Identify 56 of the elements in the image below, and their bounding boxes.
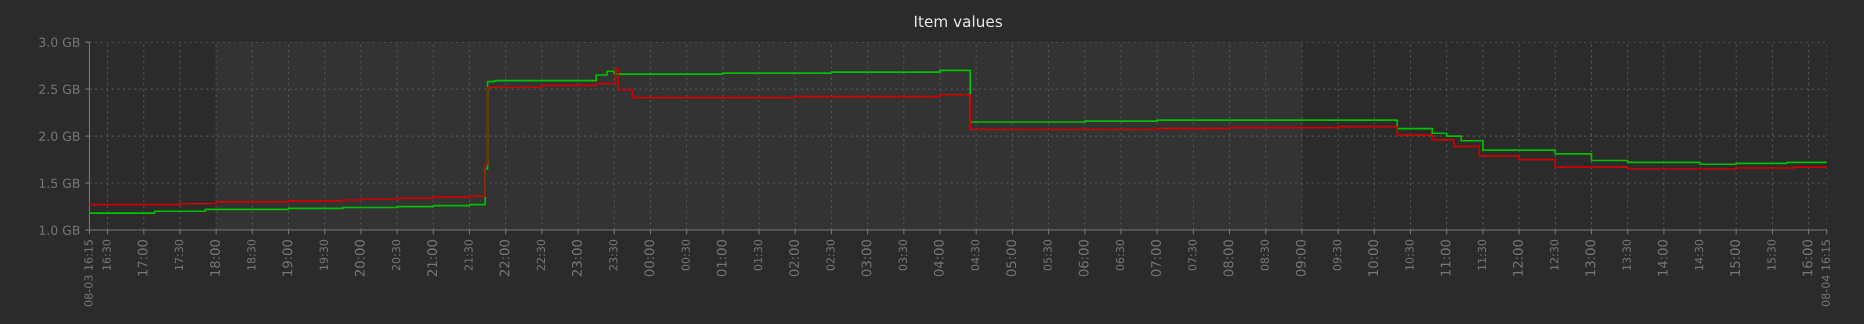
x-tick-label: 13:30 <box>1622 239 1631 270</box>
x-tick-label: 08-04 16:15 <box>1821 240 1830 307</box>
x-tick-label: 23:00 <box>571 239 582 277</box>
x-tick-label: 16:30 <box>102 239 111 270</box>
x-tick-label: 21:30 <box>464 239 473 271</box>
x-tick-label: 06:00 <box>1078 239 1089 277</box>
x-tick-label: 19:00 <box>282 239 293 276</box>
x-tick-label: 18:00 <box>209 239 220 276</box>
x-tick-label: 10:00 <box>1368 239 1379 276</box>
x-tick-label: 00:30 <box>681 239 690 271</box>
y-tick-label: 2.5 GB <box>39 84 80 95</box>
x-tick-label: 23:30 <box>609 239 618 271</box>
x-tick-label: 08:00 <box>1223 239 1234 277</box>
x-tick-label: 12:00 <box>1512 239 1523 276</box>
x-tick-label: 08-03 16:15 <box>84 240 93 307</box>
x-tick-label: 15:30 <box>1767 239 1776 270</box>
y-tick-label: 1.5 GB <box>39 178 80 188</box>
x-tick-label: 17:00 <box>137 239 148 276</box>
y-tick-label: 1.0 GB <box>39 225 80 235</box>
x-tick-label: 04:30 <box>971 239 980 271</box>
x-tick-label: 15:00 <box>1730 239 1741 276</box>
x-tick-label: 04:00 <box>933 239 944 277</box>
x-tick-label: 01:00 <box>716 239 727 277</box>
x-tick-label: 02:30 <box>826 239 835 271</box>
x-tick-label: 02:00 <box>789 239 800 277</box>
x-tick-label: 20:00 <box>354 239 365 277</box>
x-tick-label: 03:30 <box>898 239 908 271</box>
x-tick-label: 21:00 <box>427 239 438 277</box>
x-tick-label: 07:00 <box>1151 239 1161 277</box>
x-tick-label: 01:30 <box>753 239 763 271</box>
y-tick-label: 2.0 GB <box>39 131 80 142</box>
x-tick-label: 10:30 <box>1405 239 1414 270</box>
y-tick-label: 3.0 GB <box>39 37 80 48</box>
x-tick-label: 14:30 <box>1694 239 1704 270</box>
x-tick-label: 11:30 <box>1477 239 1487 270</box>
x-tick-label: 06:30 <box>1115 239 1125 271</box>
x-tick-label: 16:00 <box>1802 239 1813 276</box>
x-tick-label: 12:30 <box>1550 239 1559 270</box>
x-tick-label: 18:30 <box>247 239 256 270</box>
x-tick-label: 22:30 <box>536 239 546 271</box>
x-tick-label: 11:00 <box>1440 239 1451 276</box>
x-tick-label: 07:30 <box>1188 239 1197 271</box>
x-tick-label: 05:00 <box>1006 239 1017 277</box>
x-tick-label: 17:30 <box>174 239 184 270</box>
x-tick-label: 09:00 <box>1295 239 1306 277</box>
x-tick-label: 19:30 <box>319 239 328 270</box>
x-tick-label: 00:00 <box>644 239 655 277</box>
chart-title: Item values <box>914 15 1003 28</box>
x-tick-label: 13:00 <box>1585 239 1596 276</box>
x-tick-label: 14:00 <box>1657 239 1668 276</box>
x-tick-label: 03:00 <box>861 239 872 277</box>
x-tick-label: 08:30 <box>1260 239 1269 271</box>
x-tick-label: 22:00 <box>499 239 510 277</box>
x-tick-label: 05:30 <box>1043 239 1052 271</box>
x-tick-label: 09:30 <box>1332 239 1342 271</box>
x-tick-label: 20:30 <box>391 239 401 271</box>
